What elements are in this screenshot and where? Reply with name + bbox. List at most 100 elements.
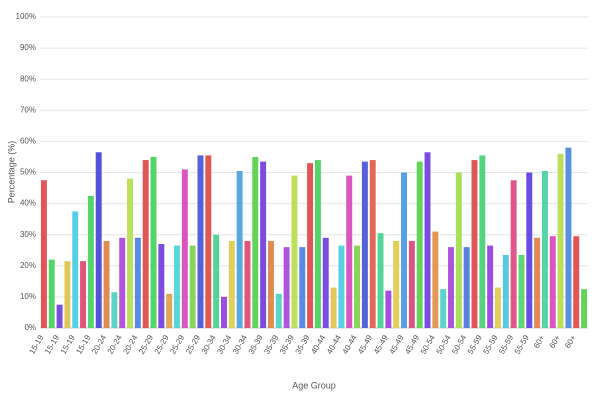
x-tick-label: 15-19 <box>74 333 92 356</box>
bar <box>393 240 400 328</box>
bar <box>150 156 157 328</box>
bar <box>541 170 548 328</box>
bar <box>111 292 118 328</box>
bar <box>361 161 368 328</box>
x-tick-label: 30-34 <box>231 333 249 356</box>
x-tick-label: 45-49 <box>372 333 390 356</box>
bar <box>502 254 509 328</box>
y-tick-label: 40% <box>20 199 36 208</box>
x-tick-label: 25-29 <box>153 333 171 356</box>
x-tick-label: 40-44 <box>325 333 343 356</box>
x-tick-label: 45-49 <box>356 333 374 356</box>
x-tick-label: 30-34 <box>200 333 218 356</box>
bar <box>385 290 392 328</box>
x-tick-label: 25-29 <box>168 333 186 356</box>
x-tick-label: 15-19 <box>43 333 61 356</box>
bar <box>314 160 321 328</box>
bar <box>197 155 204 328</box>
y-tick-label: 60% <box>20 137 36 146</box>
bar <box>338 245 345 328</box>
bar <box>346 175 353 328</box>
bar <box>127 178 134 328</box>
x-tick-label: 35-39 <box>262 333 280 356</box>
bar <box>80 261 87 328</box>
y-tick-label: 70% <box>20 105 36 114</box>
bar <box>557 153 564 328</box>
x-tick-label: 60+ <box>563 333 578 350</box>
x-tick-label: 25-29 <box>137 333 155 356</box>
bar <box>283 247 290 328</box>
bar <box>526 172 533 328</box>
bar <box>581 289 588 328</box>
bar <box>103 240 110 328</box>
bar <box>377 233 384 328</box>
bar <box>119 237 126 328</box>
x-tick-label: 55-59 <box>482 333 500 356</box>
x-tick-label: 20-24 <box>90 333 108 356</box>
bar <box>432 231 439 328</box>
x-tick-label: 20-24 <box>106 333 124 356</box>
x-axis-label: Age Group <box>292 380 336 390</box>
y-tick-label: 30% <box>20 230 36 239</box>
bar <box>479 155 486 328</box>
bar <box>205 155 212 328</box>
bar <box>416 161 423 328</box>
bar <box>424 152 431 328</box>
bar <box>142 160 149 328</box>
x-tick-label: 25-29 <box>184 333 202 356</box>
bar <box>260 161 267 328</box>
bar <box>244 240 251 328</box>
x-tick-label: 35-39 <box>294 333 312 356</box>
bar <box>565 147 572 328</box>
x-tick-label: 50-54 <box>435 333 453 356</box>
x-tick-label: 35-39 <box>278 333 296 356</box>
bar <box>471 160 478 328</box>
y-tick-label: 10% <box>20 292 36 301</box>
x-tick-label: 60+ <box>548 333 563 350</box>
bar <box>220 296 227 328</box>
bar <box>158 244 165 328</box>
bar <box>56 304 63 328</box>
y-tick-label: 90% <box>20 43 36 52</box>
x-tick-label: 55-59 <box>466 333 484 356</box>
bar <box>48 259 55 328</box>
bar <box>213 234 220 328</box>
bar <box>534 237 541 328</box>
x-tick-label: 55-59 <box>497 333 515 356</box>
bar <box>307 163 314 328</box>
bar <box>549 236 556 328</box>
bar <box>401 172 408 328</box>
bar <box>510 180 517 328</box>
y-tick-label: 20% <box>20 261 36 270</box>
bar <box>189 245 196 328</box>
x-tick-label: 40-44 <box>309 333 327 356</box>
bar <box>455 172 462 328</box>
bar <box>291 175 298 328</box>
x-tick-label: 45-49 <box>388 333 406 356</box>
bar <box>95 152 102 328</box>
x-tick-label: 35-39 <box>247 333 265 356</box>
bar <box>440 289 447 328</box>
bar <box>369 160 376 328</box>
bar <box>40 180 47 328</box>
x-tick-label: 30-34 <box>215 333 233 356</box>
bar <box>134 237 141 328</box>
bar <box>236 170 243 328</box>
bar <box>354 245 361 328</box>
bar <box>299 247 306 328</box>
x-tick-label: 20-24 <box>121 333 139 356</box>
bar <box>181 169 188 328</box>
y-tick-label: 80% <box>20 74 36 83</box>
bar <box>330 287 337 328</box>
x-tick-label: 15-19 <box>27 333 45 356</box>
bar <box>487 245 494 328</box>
y-tick-label: 50% <box>20 168 36 177</box>
bar <box>174 245 180 328</box>
bar <box>494 287 501 328</box>
bar <box>408 240 415 328</box>
y-axis-label: Percentage (%) <box>6 141 16 204</box>
x-tick-label: 40-44 <box>341 333 359 356</box>
bar <box>518 254 525 328</box>
